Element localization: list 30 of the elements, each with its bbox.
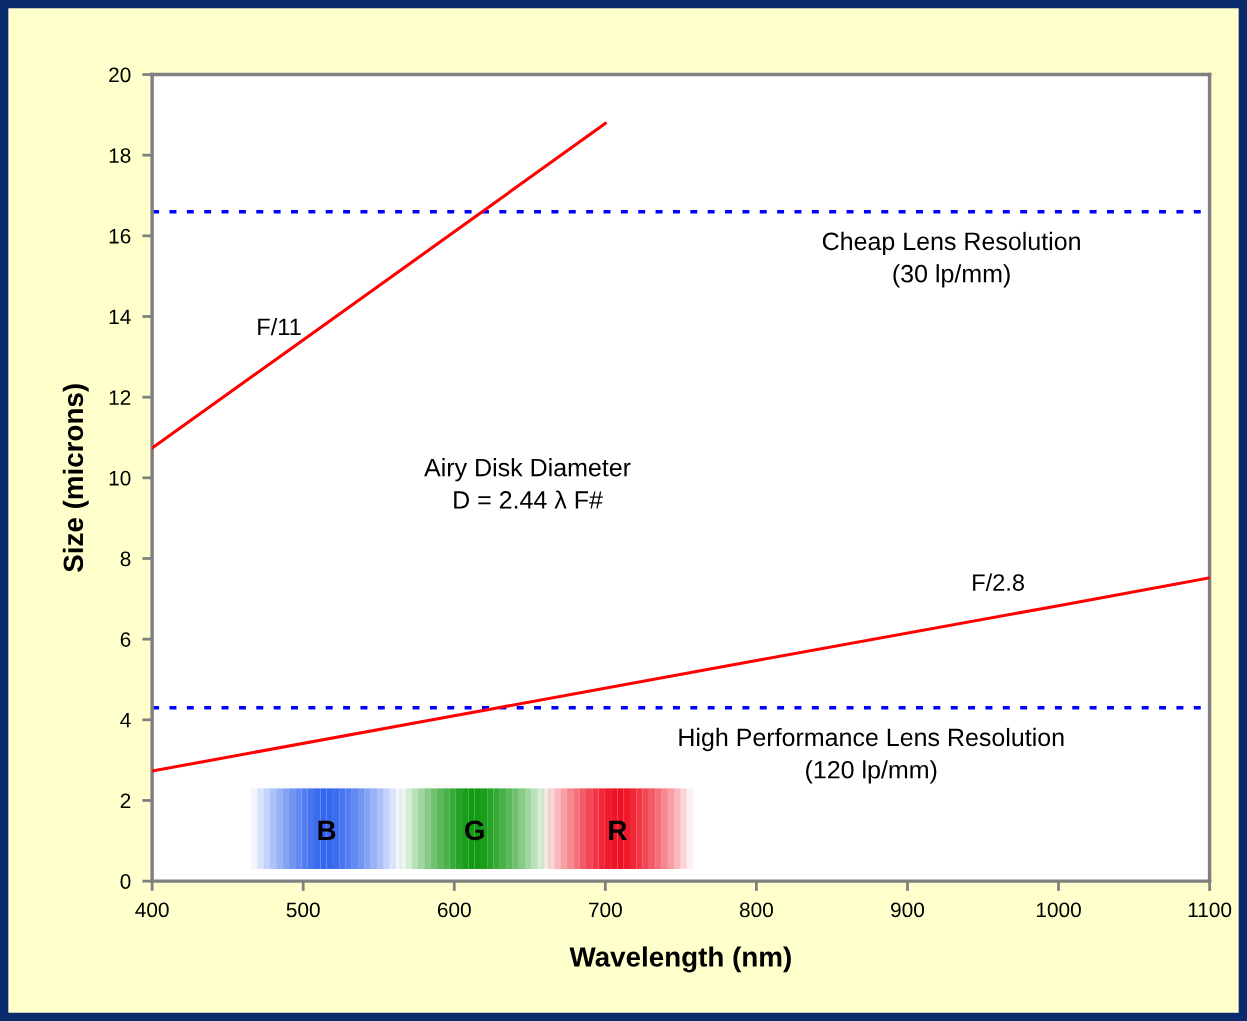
y-tick-label: 2 bbox=[120, 793, 131, 809]
x-tick-label: 400 bbox=[135, 902, 169, 918]
y-tick-label: 12 bbox=[109, 390, 131, 405]
x-tick-label: 700 bbox=[589, 902, 622, 918]
x-axis-title: Wavelength (nm) bbox=[569, 946, 791, 973]
line-series bbox=[152, 121, 607, 450]
x-tick-label: 500 bbox=[286, 902, 320, 918]
x-tick-label: 600 bbox=[437, 902, 471, 918]
ref-line-label: Cheap Lens Resolution (30 lp/mm) bbox=[822, 231, 1080, 288]
annotation: B bbox=[318, 820, 336, 840]
annotation: G bbox=[465, 820, 484, 841]
y-tick-label: 10 bbox=[109, 470, 131, 486]
y-tick-label: 20 bbox=[109, 67, 131, 83]
annotation: R bbox=[609, 820, 627, 840]
y-tick-label: 0 bbox=[120, 874, 131, 889]
series-label: F/11 bbox=[258, 317, 301, 336]
x-tick-label: 1000 bbox=[1036, 902, 1081, 918]
y-tick-label: 14 bbox=[109, 309, 131, 325]
y-tick-label: 8 bbox=[120, 551, 131, 567]
y-tick-label: 18 bbox=[109, 148, 131, 163]
y-tick-label: 6 bbox=[120, 632, 131, 647]
series-label: F/2.8 bbox=[973, 573, 1024, 591]
ref-line-label: High Performance Lens Resolution (120 lp/mm) bbox=[679, 727, 1064, 784]
x-tick-label: 900 bbox=[891, 902, 925, 918]
x-tick-label: 800 bbox=[739, 902, 773, 918]
y-tick-label: 4 bbox=[120, 713, 131, 728]
y-tick-label: 16 bbox=[109, 228, 131, 244]
annotation: Airy Disk Diameter D = 2.44 λ F# bbox=[424, 458, 631, 509]
y-axis-title: Size (microns) bbox=[62, 384, 89, 572]
x-tick-label: 1100 bbox=[1188, 902, 1232, 918]
